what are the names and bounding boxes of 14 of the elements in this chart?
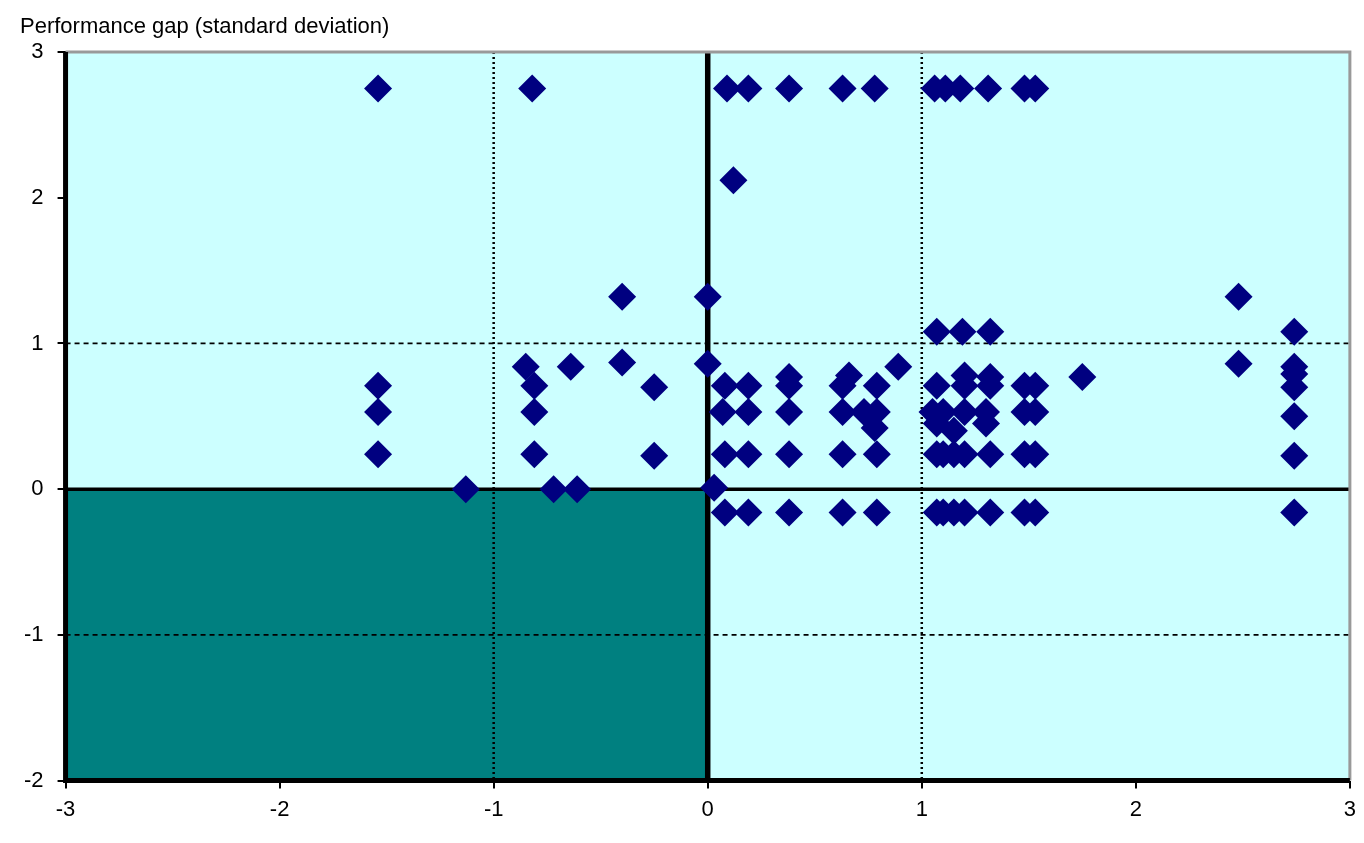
x-tick-label: -1: [483, 795, 504, 821]
y-tick-label: -2: [24, 766, 44, 792]
y-axis-title: Performance gap (standard deviation): [20, 13, 390, 39]
x-tick-label: 3: [1343, 795, 1357, 821]
y-tick-label: -1: [24, 620, 44, 646]
x-tick-label: -2: [269, 795, 290, 821]
x-tick-label: 0: [701, 795, 714, 821]
y-tick-label: 3: [31, 38, 44, 64]
x-tick-label: 2: [1129, 795, 1142, 821]
y-tick-label: 1: [31, 329, 44, 355]
y-tick-label: 2: [31, 183, 44, 209]
x-tick-label: -3: [55, 795, 76, 821]
y-tick-label: 0: [31, 475, 44, 501]
x-tick-label: 1: [915, 795, 928, 821]
